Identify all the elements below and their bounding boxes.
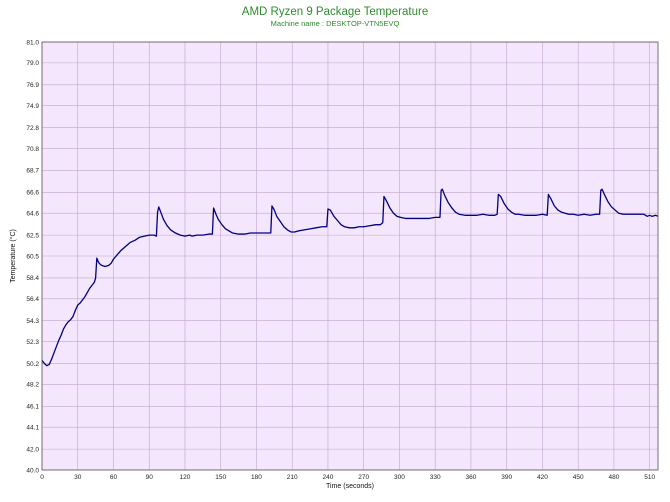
y-axis-label: Temperature (°C) [9,229,17,283]
y-tick-label: 79.0 [26,60,39,67]
y-tick-label: 66.6 [26,190,39,197]
x-tick-label: 0 [40,474,44,481]
y-tick-label: 50.2 [26,361,39,368]
y-tick-label: 74.9 [26,103,39,110]
x-tick-label: 390 [501,474,512,481]
x-tick-label: 60 [110,474,118,481]
x-tick-label: 480 [608,474,619,481]
x-tick-label: 120 [180,474,191,481]
x-tick-label: 450 [573,474,584,481]
temperature-series-line [41,188,659,367]
x-tick-label: 360 [466,474,477,481]
chart-title: AMD Ryzen 9 Package Temperature [241,6,429,18]
y-tick-label: 68.7 [26,168,39,175]
y-axis-ticks: 40.0 42.0 44.1 46.1 48.2 50.2 52.3 54.3 56.4 58.4… [26,39,39,474]
x-tick-label: 330 [430,474,441,481]
x-tick-label: 150 [215,474,226,481]
x-tick-label: 90 [146,474,154,481]
x-tick-label: 420 [537,474,548,481]
x-tick-label: 270 [358,474,369,481]
y-tick-label: 60.5 [26,253,39,260]
x-tick-label: 180 [251,474,262,481]
y-tick-label: 62.5 [26,232,39,239]
y-tick-label: 44.1 [26,425,39,432]
y-tick-label: 54.3 [26,318,39,325]
y-tick-label: 81.0 [26,39,39,46]
y-tick-label: 48.2 [26,382,39,389]
y-tick-label: 76.9 [26,82,39,89]
y-tick-label: 70.8 [26,146,39,153]
x-tick-label: 240 [323,474,334,481]
chart-subtitle: Machine name : DESKTOP-VTN5EVQ [270,19,400,28]
x-axis-ticks: 0 30 60 90 120 150 180 210 240 270 300 330 360 390 420… [40,474,655,481]
y-tick-label: 46.1 [26,404,39,411]
x-axis-label: Time (seconds) [326,483,374,490]
y-tick-label: 58.4 [26,275,39,282]
y-tick-label: 52.3 [26,339,39,346]
x-tick-label: 300 [394,474,405,481]
y-tick-label: 42.0 [26,446,39,453]
plot-frame [41,41,659,471]
y-tick-label: 56.4 [26,296,39,303]
y-tick-label: 72.8 [26,125,39,132]
y-tick-label: 64.6 [26,211,39,218]
x-tick-label: 510 [644,474,655,481]
x-tick-label: 210 [287,474,298,481]
x-tick-label: 30 [74,474,82,481]
y-tick-label: 40.0 [26,467,39,474]
